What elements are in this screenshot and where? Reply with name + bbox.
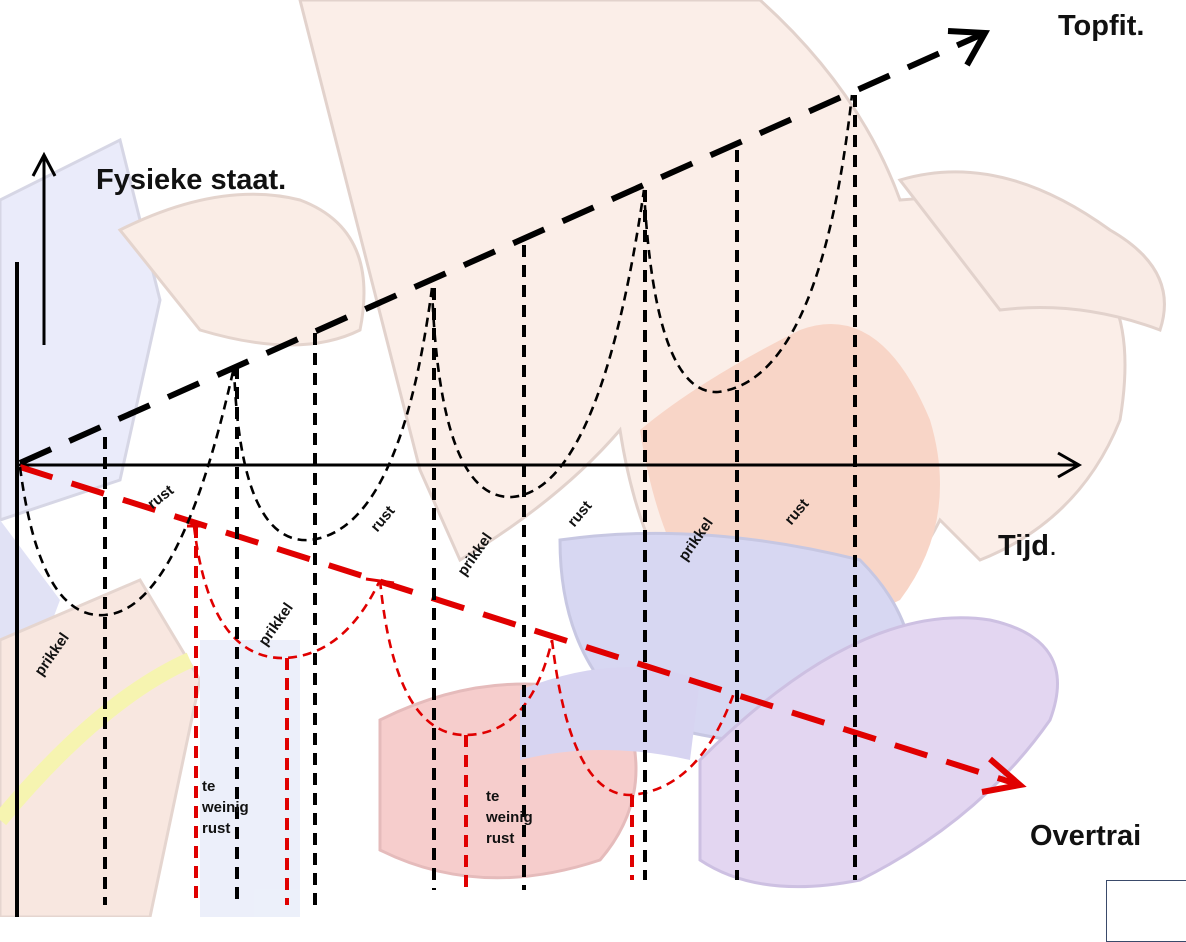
rising-trend-arrow (18, 28, 990, 466)
cycle-4 (642, 94, 854, 394)
x-axis-label-text: Tijd (998, 530, 1050, 562)
note-line-2: weinig (202, 799, 249, 816)
red-peak-markers (187, 524, 395, 585)
cycle-3 (430, 189, 646, 499)
overtraining-label: Overtrai (1030, 820, 1142, 852)
note-line-1: te (486, 788, 500, 805)
note-line-3: rust (202, 820, 231, 837)
background-cartoon-illustration (0, 0, 1166, 917)
too-little-rest-note-1: te weinig rust (202, 776, 249, 839)
corner-text-box (1106, 880, 1186, 942)
falling-trend-arrow (19, 464, 1027, 795)
x-axis-label: Tijd. (998, 532, 1057, 561)
y-axis-label: Fysieke staat. (96, 164, 287, 196)
good-cycle-curves (18, 94, 854, 617)
cycle-1 (18, 366, 236, 617)
red-cycle-3 (550, 639, 737, 797)
note-line-1: te (202, 778, 216, 795)
topfit-label: Topfit. (1058, 10, 1145, 42)
too-little-rest-note-2: te weinig rust (486, 786, 533, 849)
cycle-2 (232, 287, 434, 542)
red-vertical-guides (194, 526, 634, 905)
diagram-lines (15, 28, 1083, 917)
bad-cycle-curves (192, 525, 737, 797)
y-axis-arrow (31, 151, 57, 345)
note-line-3: rust (486, 830, 515, 847)
black-vertical-guides (103, 95, 857, 905)
red-cycle-1 (192, 525, 382, 660)
red-cycle-2 (378, 579, 554, 737)
x-axis-time (17, 451, 1083, 479)
note-line-2: weinig (486, 809, 533, 826)
x-axis-label-dot: . (1049, 530, 1058, 562)
